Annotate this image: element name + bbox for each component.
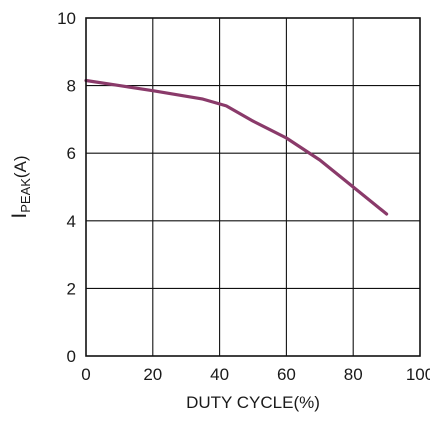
x-tick-label: 40 [210, 365, 229, 384]
y-tick-label: 4 [67, 212, 76, 231]
x-tick-label: 60 [277, 365, 296, 384]
y-tick-label: 2 [67, 279, 76, 298]
y-axis-title-subscript: PEAK [18, 178, 33, 213]
x-tick-label: 100 [406, 365, 430, 384]
series-layer [86, 81, 387, 215]
x-axis-title: DUTY CYCLE(%) [186, 393, 320, 412]
y-axis-ticks: 0 2 4 6 8 10 [57, 9, 76, 366]
y-tick-label: 10 [57, 9, 76, 28]
y-axis-title: IPEAK(A) [8, 155, 33, 218]
x-tick-label: 20 [143, 365, 162, 384]
x-tick-label: 80 [344, 365, 363, 384]
y-axis-title-unit: (A) [11, 155, 30, 178]
y-tick-label: 0 [67, 347, 76, 366]
series-line [86, 81, 387, 215]
grid [86, 18, 420, 356]
y-tick-label: 8 [67, 77, 76, 96]
x-tick-label: 0 [81, 365, 90, 384]
x-axis-ticks: 0 20 40 60 80 100 [81, 365, 430, 384]
plot-frame [86, 18, 420, 356]
y-tick-label: 6 [67, 144, 76, 163]
